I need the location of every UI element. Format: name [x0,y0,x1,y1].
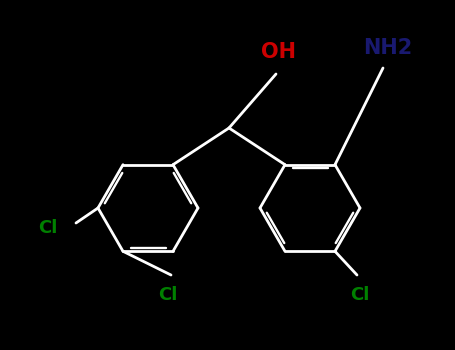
Text: Cl: Cl [350,286,369,304]
Text: NH2: NH2 [364,38,413,58]
Text: Cl: Cl [158,286,178,304]
Text: Cl: Cl [38,219,58,237]
Text: OH: OH [261,42,295,62]
